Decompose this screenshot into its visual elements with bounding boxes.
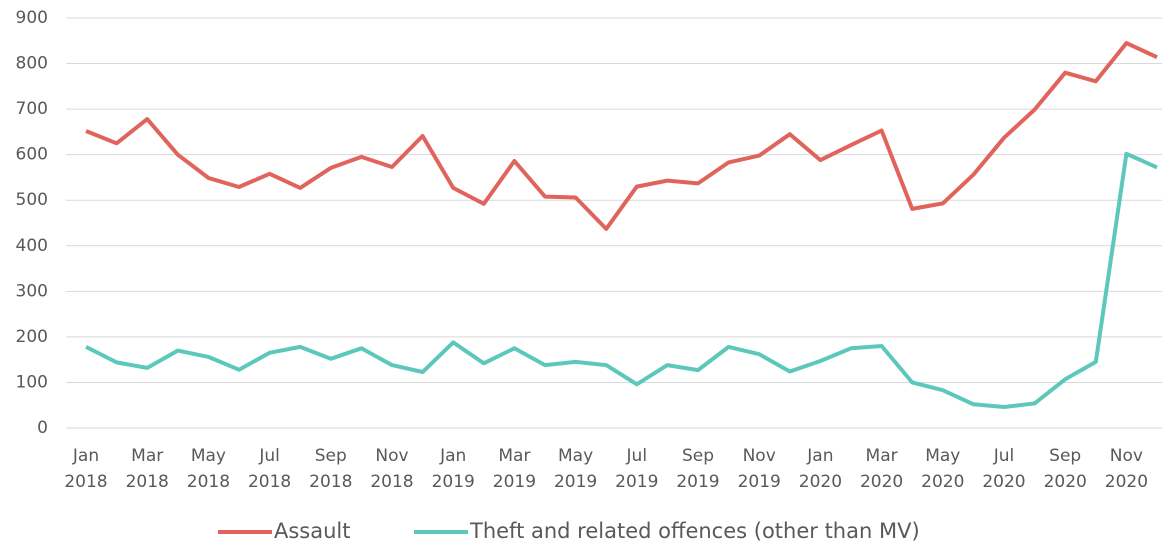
x-tick-label: Jul 2019 xyxy=(615,446,658,492)
y-tick-label: 700 xyxy=(16,99,48,119)
x-tick-label: Nov 2019 xyxy=(738,446,781,492)
y-tick-label: 200 xyxy=(16,327,48,347)
series-line xyxy=(85,151,1158,409)
x-tick-label: Jan 2018 xyxy=(64,446,107,492)
x-tick-label: Mar 2020 xyxy=(860,446,903,492)
y-tick-label: 100 xyxy=(16,372,48,392)
x-tick-label: Jan 2020 xyxy=(799,446,842,492)
x-tick-label: Nov 2020 xyxy=(1105,446,1148,492)
x-tick-label: May 2019 xyxy=(554,446,597,492)
x-tick-label: Jan 2019 xyxy=(432,446,475,492)
x-tick-label: May 2018 xyxy=(187,446,230,492)
legend-label: Theft and related offences (other than M… xyxy=(469,519,920,543)
x-tick-label: May 2020 xyxy=(921,446,964,492)
x-tick-label: Mar 2019 xyxy=(493,446,536,492)
y-tick-label: 900 xyxy=(16,8,48,28)
x-tick-label: Sep 2018 xyxy=(309,446,352,492)
series-line xyxy=(85,41,1158,231)
x-tick-label: Mar 2018 xyxy=(126,446,169,492)
y-tick-label: 600 xyxy=(16,145,48,165)
x-tick-label: Jul 2020 xyxy=(982,446,1025,492)
x-tick-label: Sep 2020 xyxy=(1044,446,1087,492)
legend-label: Assault xyxy=(274,519,351,543)
y-tick-label: 0 xyxy=(37,418,48,438)
x-tick-label: Jul 2018 xyxy=(248,446,291,492)
x-tick-label: Nov 2018 xyxy=(370,446,413,492)
y-tick-label: 300 xyxy=(16,281,48,301)
y-tick-label: 800 xyxy=(16,54,48,74)
x-tick-label: Sep 2019 xyxy=(676,446,719,492)
y-tick-label: 500 xyxy=(16,190,48,210)
y-tick-label: 400 xyxy=(16,236,48,256)
